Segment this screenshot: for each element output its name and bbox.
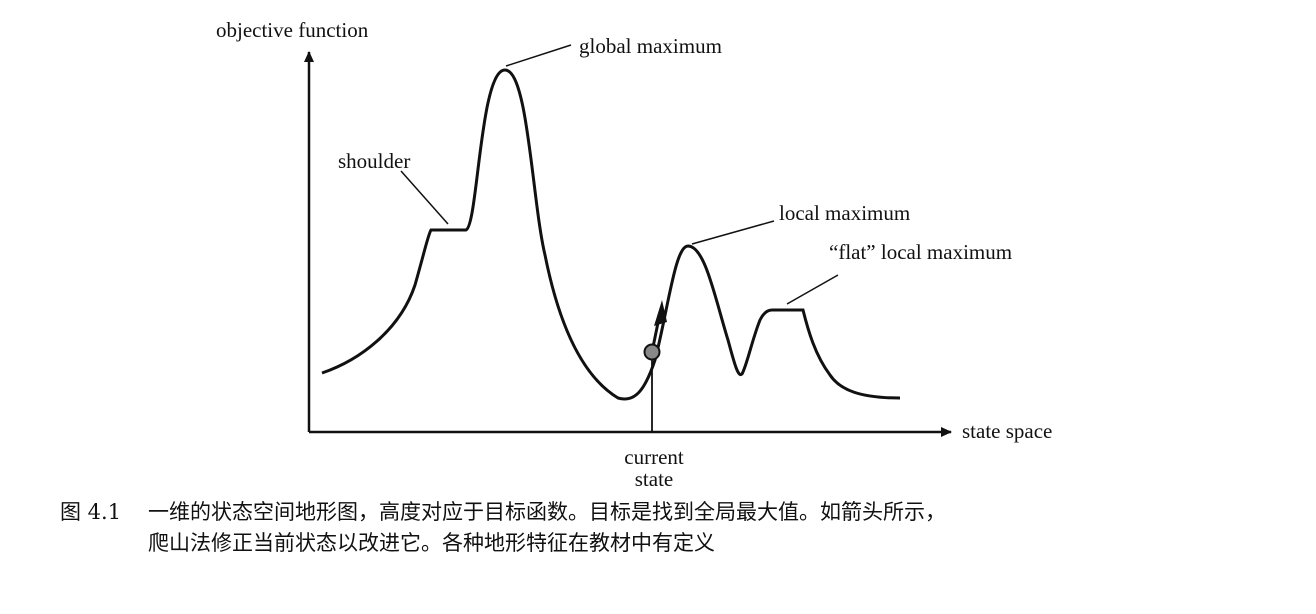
- leader-shoulder: [400, 170, 449, 225]
- x-axis-label: state space: [962, 419, 1052, 443]
- objective-curve: [321, 68, 901, 401]
- shoulder-label: shoulder: [338, 149, 410, 173]
- leader-global-max: [505, 44, 572, 67]
- caption-line-2: 爬山法修正当前状态以改进它。各种地形特征在教材中有定义: [60, 528, 1290, 559]
- local-maximum-label: local maximum: [779, 201, 910, 225]
- caption-text-2: 爬山法修正当前状态以改进它。各种地形特征在教材中有定义: [148, 531, 715, 555]
- y-axis-label: objective function: [216, 18, 369, 42]
- caption-text-1: 一维的状态空间地形图，高度对应于目标函数。目标是找到全局最大值。如箭头所示，: [148, 500, 946, 524]
- flat-local-maximum-label: “flat” local maximum: [829, 240, 1012, 264]
- leader-local-max: [691, 220, 775, 245]
- figure-caption: 图 4.1 一维的状态空间地形图，高度对应于目标函数。目标是找到全局最大值。如箭头…: [60, 497, 1290, 559]
- current-state-label-line1: current: [624, 445, 684, 469]
- leader-flat-local-max: [786, 274, 839, 305]
- global-maximum-label: global maximum: [579, 34, 722, 58]
- figure-number: 图 4.1: [60, 500, 122, 524]
- current-state-dot: [643, 343, 661, 361]
- current-state-label-line2: state: [635, 467, 673, 491]
- hill-climb-arrowhead: [654, 300, 667, 326]
- caption-line-1: 图 4.1 一维的状态空间地形图，高度对应于目标函数。目标是找到全局最大值。如箭头…: [60, 497, 1290, 528]
